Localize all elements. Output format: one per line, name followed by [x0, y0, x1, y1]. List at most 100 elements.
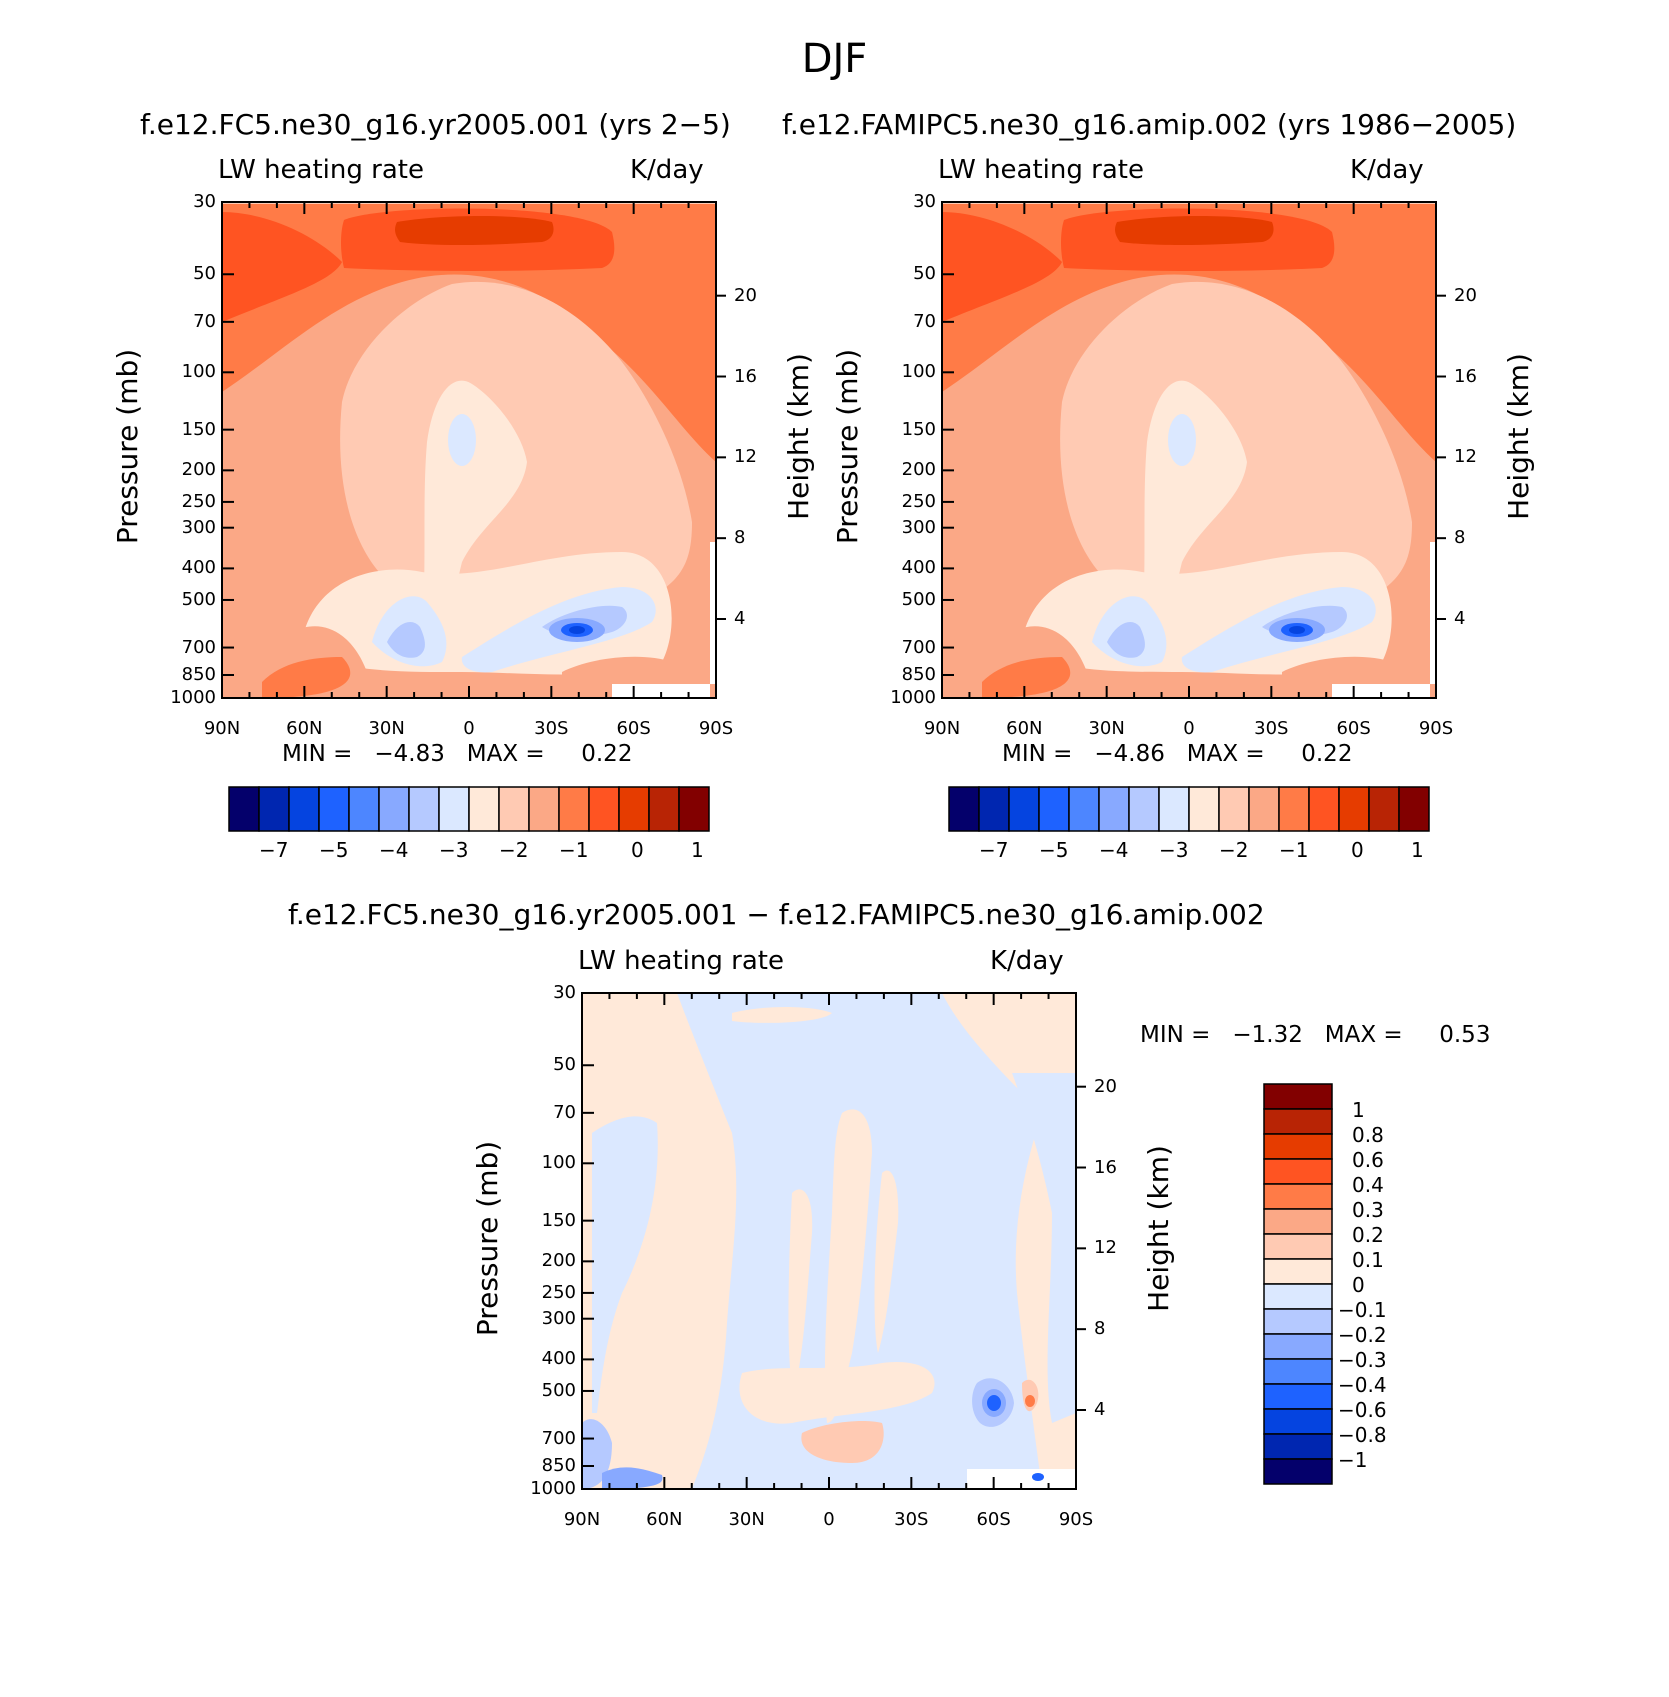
- y2-tick-label: 8: [734, 527, 746, 549]
- colorbar-label: −2: [1219, 838, 1249, 862]
- diff-low-level-positive: [739, 1362, 935, 1424]
- y-tick-label: 30: [913, 191, 936, 212]
- y-tick-label: 500: [181, 588, 216, 610]
- y2-tick-label: 4: [1094, 1398, 1106, 1420]
- y-tick-label: 1000: [890, 687, 936, 708]
- panel-diff-y2label: Height (km): [1141, 1145, 1175, 1312]
- panel-1-field-label: LW heating rate: [218, 155, 424, 185]
- diff-blue-cell-core: [987, 1395, 1001, 1411]
- x-tick-label: 30S: [1254, 718, 1289, 739]
- contour-blue-cell-b: [387, 622, 425, 658]
- y-tick-label: 300: [541, 1307, 576, 1329]
- y-tick-label: 200: [541, 1250, 576, 1272]
- y2-tick-label: 12: [734, 446, 757, 468]
- x-tick-label: 60N: [646, 1509, 683, 1530]
- colorbar-box: [1263, 1083, 1333, 1110]
- colorbar-box: [1218, 786, 1250, 832]
- x-tick-label: 90S: [1418, 718, 1454, 739]
- colorbar-label: −0.6: [1338, 1398, 1387, 1422]
- colorbar-box: [978, 786, 1010, 832]
- y-tick-label: 300: [181, 516, 216, 538]
- colorbar-box: [1263, 1433, 1333, 1460]
- y2-tick-label: 20: [1094, 1075, 1117, 1097]
- panel-1-ylabel: Pressure (mb): [111, 348, 145, 545]
- x-tick-label: 90N: [563, 1509, 601, 1530]
- colorbar-box: [1128, 786, 1160, 832]
- panel-diff-plot: [581, 992, 1086, 1490]
- panel-2-y2label: Height (km): [1501, 353, 1535, 520]
- colorbar-box: [1263, 1283, 1333, 1310]
- panel-2-title: f.e12.FAMIPC5.ne30_g16.amip.002 (yrs 198…: [782, 108, 1517, 141]
- diff-southern-blue: [1012, 1073, 1076, 1423]
- colorbar-box: [1308, 786, 1340, 832]
- contour-blue-cell-b: [1107, 622, 1145, 658]
- y-tick-label: 200: [181, 459, 216, 481]
- y-tick-label: 700: [541, 1427, 576, 1449]
- y-tick-label: 70: [913, 310, 936, 332]
- x-tick-label: 30N: [1088, 718, 1125, 739]
- colorbar-label: −4: [379, 838, 409, 862]
- contour-surface-orange-b: [982, 657, 1071, 698]
- colorbar-box: [1248, 786, 1280, 832]
- colorbar-box: [318, 786, 350, 832]
- x-tick-label: 30N: [368, 718, 405, 739]
- colorbar-box: [1263, 1208, 1333, 1235]
- y-tick-label: 700: [901, 636, 936, 658]
- colorbar-label: 0: [1351, 838, 1364, 862]
- panel-2-ylabel: Pressure (mb): [831, 348, 865, 545]
- panel-1-plot: [221, 201, 726, 699]
- x-tick-label: 60S: [976, 1509, 1011, 1530]
- panel-diff-title: f.e12.FC5.ne30_g16.yr2005.001 − f.e12.FA…: [288, 898, 1265, 931]
- x-tick-label: 90N: [923, 718, 961, 739]
- colorbar-box: [1263, 1358, 1333, 1385]
- x-tick-label: 30N: [728, 1509, 765, 1530]
- x-tick-label: 90S: [1058, 1509, 1094, 1530]
- y-tick-label: 150: [181, 418, 216, 440]
- y2-tick-label: 12: [1094, 1237, 1117, 1259]
- colorbar-box: [1398, 786, 1430, 832]
- x-tick-label: 30S: [894, 1509, 929, 1530]
- contour-polar-lobe: [222, 212, 342, 322]
- y-tick-label: 50: [913, 263, 936, 285]
- colorbar-box: [948, 786, 980, 832]
- colorbar-label: −3: [1159, 838, 1189, 862]
- contour-light-blue-cell: [448, 414, 476, 466]
- y2-tick-label: 16: [734, 365, 757, 387]
- panel-2-units: K/day: [1350, 155, 1424, 185]
- x-tick-label: 60N: [286, 718, 323, 739]
- colorbar-box: [1188, 786, 1220, 832]
- panel-1-title: f.e12.FC5.ne30_g16.yr2005.001 (yrs 2−5): [140, 108, 731, 141]
- y2-tick-label: 4: [1454, 607, 1466, 629]
- colorbar-box: [1263, 1333, 1333, 1360]
- colorbar-label: 1: [1352, 1098, 1365, 1122]
- panel-2-colorbar: [948, 786, 1430, 832]
- colorbar-box: [1263, 1458, 1333, 1485]
- diff-northern-positive: [582, 993, 737, 1489]
- diff-orange-dot: [1025, 1395, 1035, 1407]
- panel-1-minmax: MIN = −4.83 MAX = 0.22: [282, 741, 633, 767]
- colorbar-box: [1263, 1133, 1333, 1160]
- colorbar-label: −3: [439, 838, 469, 862]
- panel-2-minmax: MIN = −4.86 MAX = 0.22: [1002, 741, 1353, 767]
- colorbar-box: [1338, 786, 1370, 832]
- colorbar-box: [1038, 786, 1070, 832]
- y2-tick-label: 16: [1454, 365, 1477, 387]
- colorbar-box: [288, 786, 320, 832]
- colorbar-label: −0.2: [1338, 1323, 1387, 1347]
- colorbar-label: 0.8: [1352, 1123, 1384, 1147]
- contour-light-blue-cell: [1168, 414, 1196, 466]
- colorbar-box: [498, 786, 530, 832]
- y-tick-label: 500: [901, 588, 936, 610]
- x-tick-label: 90N: [203, 718, 241, 739]
- y-tick-label: 70: [553, 1101, 576, 1123]
- x-tick-label: 60N: [1006, 718, 1043, 739]
- panel-2-plot: [941, 201, 1446, 699]
- y2-tick-label: 20: [1454, 284, 1477, 306]
- colorbar-box: [588, 786, 620, 832]
- colorbar-box: [648, 786, 680, 832]
- y-tick-label: 850: [181, 664, 216, 685]
- contour-tropopause-core: [395, 216, 554, 245]
- diff-top-positive: [732, 1007, 832, 1023]
- y2-tick-label: 8: [1094, 1318, 1106, 1340]
- diff-surface-blue-a: [582, 1419, 612, 1489]
